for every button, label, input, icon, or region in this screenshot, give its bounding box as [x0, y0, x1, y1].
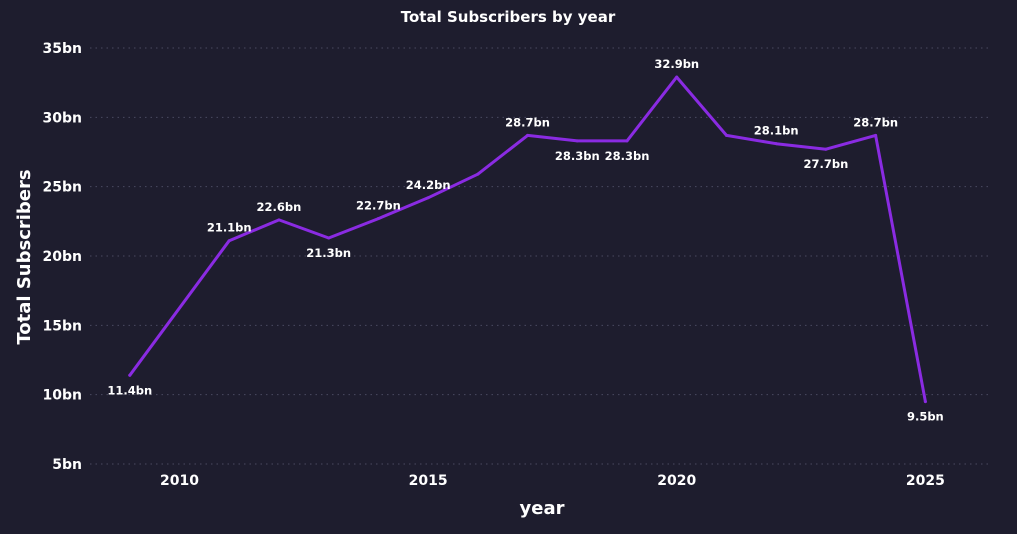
data-point-2023: [824, 147, 828, 151]
x-axis-label: year: [520, 498, 565, 519]
x-tick-label-2010: 2010: [160, 473, 199, 489]
y-tick-label-15: 15bn: [43, 318, 82, 334]
y-tick-label-35: 35bn: [43, 41, 82, 57]
x-tick-layer: 2010 2015 2020 2025: [160, 473, 945, 489]
series-line-0: [128, 75, 927, 404]
y-tick-label-20: 20bn: [43, 249, 82, 265]
data-label-2013: 21.3bn: [306, 246, 351, 260]
chart-title: Total Subscribers by year: [401, 8, 616, 26]
data-label-2014: 22.7bn: [356, 199, 401, 213]
x-tick-label-2015: 2015: [409, 473, 448, 489]
data-label-2015: 24.2bn: [406, 178, 451, 192]
data-point-2012: [277, 218, 281, 222]
data-point-2018: [575, 139, 579, 143]
data-point-2014: [376, 217, 380, 221]
data-label-2019: 28.3bn: [605, 149, 650, 163]
data-label-layer: 11.4bn 21.1bn 22.6bn 21.3bn 22.7bn 24.2bn 28.7…: [107, 57, 943, 423]
y-tick-label-25: 25bn: [43, 180, 82, 196]
y-tick-label-10: 10bn: [43, 388, 82, 404]
data-label-2011: 21.1bn: [207, 221, 252, 235]
data-label-2023: 27.7bn: [804, 157, 849, 171]
data-point-2020: [675, 75, 679, 79]
data-point-2013: [327, 236, 331, 240]
grid-layer: [90, 47, 990, 465]
data-point-2019: [625, 139, 629, 143]
data-label-2024: 28.7bn: [853, 115, 898, 129]
data-point-2011: [227, 239, 231, 243]
data-label-2017: 28.7bn: [505, 115, 550, 129]
y-tick-layer: 5bn 10bn 15bn 20bn 25bn 30bn 35bn: [43, 41, 82, 473]
y-axis-label: Total Subscribers: [14, 169, 35, 344]
data-label-2025: 9.5bn: [907, 410, 944, 424]
data-label-2012: 22.6bn: [257, 200, 302, 214]
x-tick-label-2025: 2025: [906, 473, 945, 489]
data-point-2022: [774, 142, 778, 146]
data-label-2018: 28.3bn: [555, 149, 600, 163]
data-point-2017: [526, 133, 530, 137]
data-point-2021: [724, 133, 728, 137]
data-label-2020: 32.9bn: [654, 57, 699, 71]
data-label-2009: 11.4bn: [107, 383, 152, 397]
x-tick-label-2020: 2020: [657, 473, 696, 489]
data-point-2016: [476, 172, 480, 176]
y-tick-label-5: 5bn: [52, 457, 82, 473]
data-point-2015: [426, 196, 430, 200]
data-point-2025: [923, 400, 927, 404]
data-point-2024: [874, 133, 878, 137]
y-tick-label-30: 30bn: [43, 110, 82, 126]
data-point-2009: [128, 373, 132, 377]
series-layer: [128, 75, 927, 404]
data-label-2022: 28.1bn: [754, 124, 799, 138]
